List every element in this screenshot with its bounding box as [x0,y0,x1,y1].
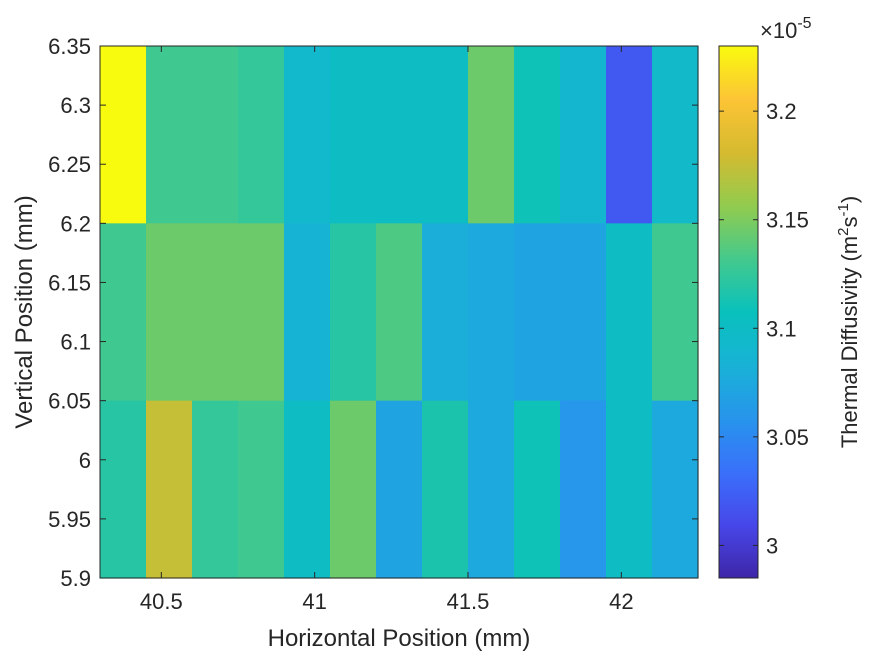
y-tick-label: 6.3 [60,93,91,118]
heatmap-cell [376,46,423,224]
colorbar-tick-label: 3.1 [766,316,797,341]
heatmap-cell [192,400,239,579]
heatmap-cells [100,46,699,579]
y-tick-label: 6.25 [48,152,91,177]
x-tick-label: 42 [609,589,633,614]
colorbar-label-main: Thermal Diffusivity (m [837,236,862,448]
heatmap-cell [422,400,469,579]
heatmap-cell [468,223,515,402]
colorbar-label: Thermal Diffusivity (m2s-1) [835,196,862,448]
y-axis-label: Vertical Position (mm) [11,195,38,428]
y-tick-label: 6 [79,448,91,473]
heatmap-cell [560,46,607,224]
colorbar-tick-label: 3.2 [766,99,797,124]
heatmap-cell [330,46,377,224]
heatmap-cell [238,223,285,402]
heatmap-cell [652,400,699,579]
x-tick-label: 41 [302,589,326,614]
heatmap-cell [100,223,147,402]
heatmap-cell [100,400,147,579]
heatmap-cell [238,400,285,579]
y-tick-label: 5.95 [48,507,91,532]
heatmap-cell [422,46,469,224]
plot-frame [99,45,699,579]
colorbar-ticks: 3 3.05 3.1 3.15 3.2 [719,99,809,558]
heatmap-cell [284,400,331,579]
x-tick-label: 41.5 [447,589,490,614]
heatmap-cell [514,46,561,224]
x-axis: 40.5 41 41.5 42 [140,46,634,614]
colorbar-exponent-prefix: ×10 [760,18,797,43]
colorbar-tick-label: 3.15 [766,208,809,233]
x-tick-label: 40.5 [140,589,183,614]
heatmap-cell [606,46,653,224]
colorbar-label-end: ) [837,196,862,203]
heatmap-cell [422,223,469,402]
heatmap-cell [146,223,193,402]
heatmap-cell [652,46,699,224]
y-tick-label: 6.15 [48,270,91,295]
colorbar-tick-label: 3 [766,533,778,558]
colorbar-exponent-power: -5 [797,15,811,32]
heatmap-cell [376,223,423,402]
y-tick-label: 5.9 [60,566,91,591]
heatmap-cell [100,46,147,224]
colorbar-label-sup2: -1 [835,203,852,216]
heatmap-cell [514,400,561,579]
colorbar-label-mid: s [837,217,862,228]
y-tick-label: 6.2 [60,211,91,236]
heatmap-cell [284,223,331,402]
y-tick-label: 6.05 [48,389,91,414]
heatmap-cell [560,223,607,402]
y-tick-label: 6.35 [48,34,91,59]
heatmap-cell [376,400,423,579]
heatmap-cell [146,400,193,579]
heatmap-cell [284,46,331,224]
heatmap-cell [330,400,377,579]
x-axis-label: Horizontal Position (mm) [268,625,531,652]
heatmap-cell [468,46,515,224]
heatmap-cell [560,400,607,579]
heatmap-cell [192,46,239,224]
heatmap-cell [330,223,377,402]
heatmap-cell [514,223,561,402]
heatmap-cell [238,46,285,224]
y-axis: 5.9 5.95 6 6.05 6.1 6.15 6.2 6.25 6.3 6.35 [48,34,698,591]
colorbar-tick-label: 3.05 [766,425,809,450]
colorbar-exponent: ×10-5 [760,15,812,43]
heatmap-cell [606,223,653,402]
heatmap-cell [468,400,515,579]
heatmap-cell [606,400,653,579]
heatmap-cell [192,223,239,402]
colorbar [718,45,759,579]
heatmap-cell [652,223,699,402]
colorbar-label-sup1: 2 [835,228,852,236]
heatmap-cell [146,46,193,224]
y-tick-label: 6.1 [60,330,91,355]
